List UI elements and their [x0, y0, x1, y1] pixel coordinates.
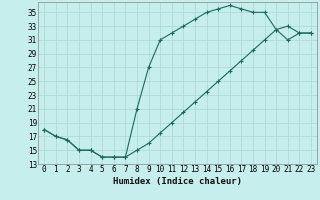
- X-axis label: Humidex (Indice chaleur): Humidex (Indice chaleur): [113, 177, 242, 186]
